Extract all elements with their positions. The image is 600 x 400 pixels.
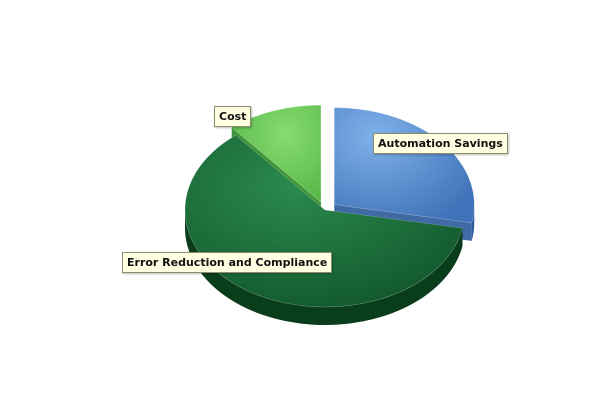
pie-label-cost: Cost [214, 106, 252, 127]
pie-slice-side-automation-savings [471, 204, 475, 241]
pie-label-error-reduction-and-compliance: Error Reduction and Compliance [122, 252, 333, 273]
pie-label-automation-savings: Automation Savings [373, 133, 508, 154]
pie-slice-automation-savings [333, 107, 475, 224]
pie-slice-side-error-reduction-and-compliance [184, 210, 463, 325]
